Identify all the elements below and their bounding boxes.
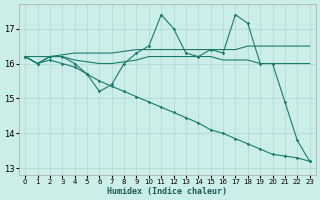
X-axis label: Humidex (Indice chaleur): Humidex (Indice chaleur) bbox=[108, 187, 228, 196]
